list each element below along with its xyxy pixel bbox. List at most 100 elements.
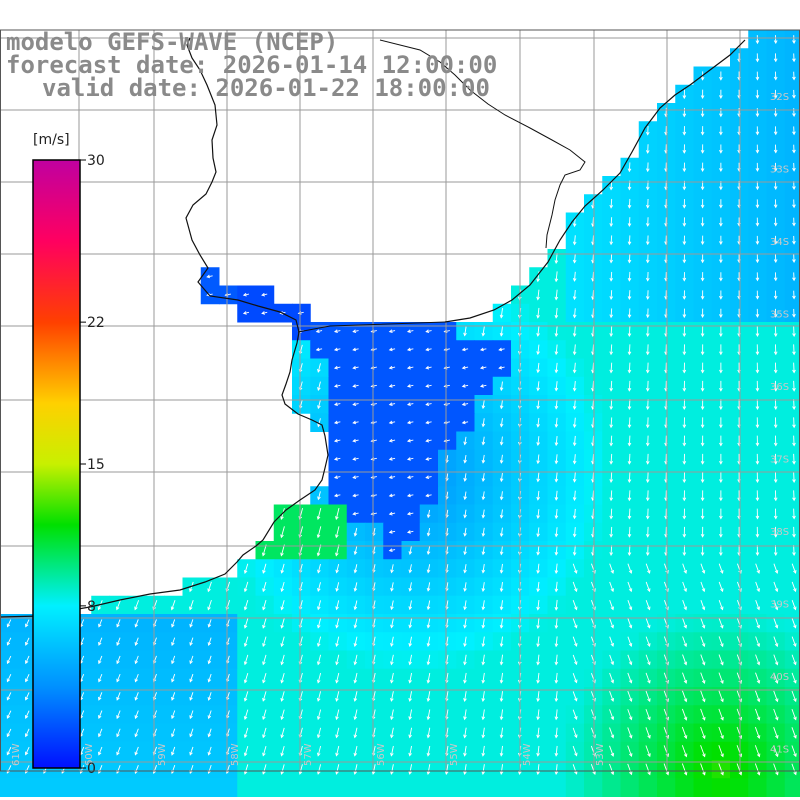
- wind-arrow: [755, 672, 761, 684]
- wind-arrow: [755, 199, 760, 209]
- wind-arrow: [792, 254, 796, 264]
- wind-arrow: [773, 344, 778, 356]
- wind-arrow: [700, 199, 705, 209]
- wind-arrow: [627, 490, 632, 502]
- wind-arrow: [572, 326, 577, 338]
- wind-arrow: [189, 746, 194, 756]
- colorbar: [32, 159, 81, 769]
- wind-arrow: [425, 329, 432, 333]
- wind-arrow: [316, 709, 322, 721]
- wind-arrow: [170, 600, 176, 611]
- wind-arrow: [755, 399, 760, 411]
- wind-arrow: [352, 438, 359, 443]
- lat-lon-grid: [0, 30, 800, 770]
- wind-arrow: [682, 654, 688, 666]
- wind-arrow: [645, 362, 650, 374]
- speed-cell: [73, 778, 92, 797]
- wind-arrow: [755, 126, 760, 136]
- wind-arrow: [609, 672, 615, 684]
- wind-arrow: [773, 399, 778, 411]
- wind-arrow: [333, 457, 341, 461]
- wind-arrow: [700, 563, 706, 574]
- wind-arrow: [554, 545, 559, 556]
- wind-arrow: [499, 600, 504, 611]
- wind-arrow: [98, 673, 103, 683]
- wind-arrow: [682, 162, 687, 173]
- wind-arrow: [773, 745, 779, 758]
- wind-arrow: [773, 435, 778, 447]
- wind-arrow: [243, 745, 249, 757]
- wind-arrow: [718, 581, 724, 593]
- wind-speed-field: [0, 30, 800, 797]
- wind-arrow: [388, 511, 396, 516]
- wind-arrow: [627, 453, 632, 465]
- latitude-label: 32S: [770, 92, 789, 103]
- wind-arrow: [317, 363, 321, 373]
- speed-cell: [784, 212, 800, 232]
- wind-arrow: [408, 709, 413, 721]
- wind-arrow: [755, 581, 760, 593]
- wind-arrow: [262, 618, 267, 629]
- speed-cell: [784, 486, 800, 505]
- wind-arrow: [481, 326, 486, 337]
- wind-arrow: [755, 435, 760, 447]
- wind-arrow: [243, 672, 249, 684]
- wind-arrow: [315, 347, 323, 352]
- wind-arrow: [499, 381, 504, 392]
- wind-arrow: [536, 436, 540, 446]
- wind-arrow: [262, 581, 267, 593]
- wind-arrow: [116, 728, 121, 738]
- wind-arrow: [609, 253, 614, 264]
- wind-arrow: [572, 235, 577, 246]
- wind-arrow: [317, 618, 321, 629]
- wind-arrow: [481, 491, 486, 501]
- wind-arrow: [481, 582, 486, 592]
- wind-arrow: [536, 745, 540, 757]
- wind-arrow: [536, 307, 540, 319]
- wind-arrow: [792, 326, 796, 338]
- wind-arrow: [682, 672, 688, 684]
- wind-arrow: [463, 618, 467, 629]
- wind-arrow: [554, 253, 559, 265]
- speed-cell: [784, 48, 800, 67]
- wind-arrow: [316, 526, 322, 539]
- wind-arrow: [554, 563, 559, 575]
- wind-arrow: [25, 637, 30, 646]
- wind-arrow: [609, 763, 615, 776]
- wind-arrow: [572, 563, 578, 574]
- wind-arrow: [98, 655, 103, 665]
- wind-arrow: [792, 490, 796, 502]
- wind-arrow: [609, 654, 614, 666]
- wind-arrow: [207, 673, 212, 683]
- wind-arrow: [682, 380, 687, 392]
- wind-arrow: [481, 418, 486, 428]
- wind-arrow: [627, 399, 632, 411]
- wind-arrow: [461, 420, 469, 425]
- wind-arrow: [754, 708, 761, 721]
- wind-arrow: [98, 692, 103, 701]
- wind-arrow: [481, 527, 486, 537]
- wind-arrow: [426, 618, 431, 629]
- wind-arrow: [572, 253, 577, 264]
- wind-arrow: [189, 710, 194, 720]
- wind-arrow: [425, 365, 432, 370]
- wind-arrow: [773, 727, 779, 739]
- wind-arrow: [499, 582, 504, 593]
- wind-arrow: [333, 347, 341, 352]
- wind-arrow: [572, 654, 578, 666]
- wind-arrow: [755, 53, 760, 63]
- speed-cell: [784, 285, 800, 305]
- longitude-label: 57W: [303, 743, 314, 766]
- wind-arrow: [754, 745, 761, 758]
- wind-arrow: [754, 763, 761, 776]
- wind-arrow: [243, 654, 249, 666]
- wind-arrow: [390, 691, 394, 702]
- wind-arrow: [463, 636, 467, 648]
- wind-arrow: [353, 745, 358, 757]
- wind-arrow: [719, 417, 723, 429]
- wind-arrow: [536, 381, 540, 392]
- wind-arrow: [207, 655, 212, 665]
- wind-arrow: [700, 690, 706, 703]
- speed-cell: [711, 778, 731, 797]
- wind-arrow: [463, 764, 467, 775]
